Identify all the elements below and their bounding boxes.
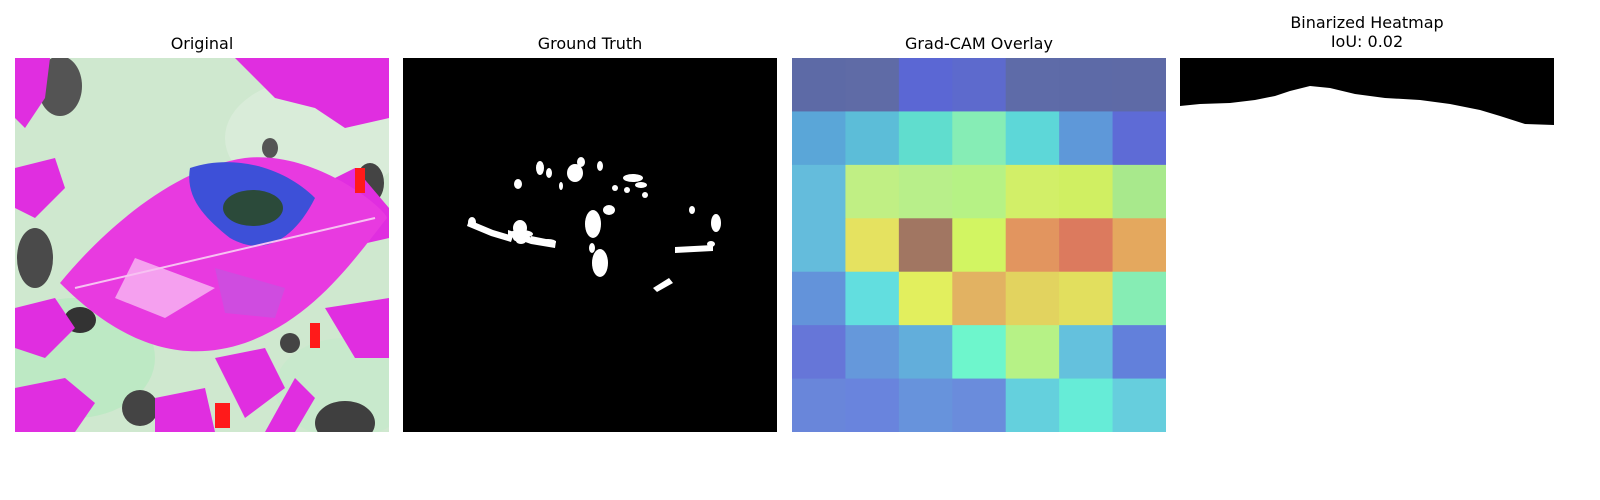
gradcam-cell: [952, 218, 1007, 273]
binarized-title-text: Binarized Heatmap: [1290, 13, 1444, 32]
gradcam-cell: [792, 378, 846, 432]
gradcam-cell: [845, 164, 900, 219]
gradcam-cell: [1005, 271, 1060, 326]
gradcam-cell: [1112, 58, 1166, 112]
gradcam-cell: [1005, 58, 1060, 112]
gradcam-cell: [898, 271, 953, 326]
binarized-heatmap: [1180, 58, 1554, 432]
binarized-heatmap-picture: [1180, 58, 1554, 432]
gradcam-cell: [898, 325, 953, 380]
gradcam-cell: [898, 164, 953, 219]
gradcam-cell: [898, 111, 953, 166]
gradcam-cell: [1005, 218, 1060, 273]
panel-title-original: Original: [170, 34, 234, 53]
gradcam-cell: [952, 325, 1007, 380]
gradcam-cell: [1112, 111, 1166, 166]
gradcam-cell: [1112, 164, 1166, 219]
panel-title-gradcam: Grad-CAM Overlay: [905, 34, 1053, 53]
gradcam-cell: [1005, 164, 1060, 219]
gradcam-cell: [792, 325, 846, 380]
gradcam-overlay: [792, 58, 1166, 432]
gradcam-cell: [1059, 58, 1114, 112]
gradcam-cell: [1112, 378, 1166, 432]
gradcam-cell: [845, 378, 900, 432]
gradcam-cell: [845, 58, 900, 112]
gradcam-cell: [1059, 218, 1114, 273]
gradcam-cell: [898, 58, 953, 112]
gradcam-cell: [1005, 325, 1060, 380]
gradcam-cell: [1059, 325, 1114, 380]
gradcam-heatmap-grid: [792, 58, 1166, 432]
gradcam-cell: [1112, 218, 1166, 273]
gradcam-cell: [1059, 164, 1114, 219]
panel-title-ground-truth: Ground Truth: [537, 34, 643, 53]
gradcam-cell: [845, 325, 900, 380]
gradcam-cell: [1059, 111, 1114, 166]
gradcam-cell: [898, 378, 953, 432]
gradcam-cell: [952, 164, 1007, 219]
gradcam-cell: [1112, 325, 1166, 380]
gradcam-cell: [1059, 271, 1114, 326]
gradcam-cell: [1005, 111, 1060, 166]
gradcam-cell: [952, 271, 1007, 326]
gradcam-cell: [898, 218, 953, 273]
gradcam-cell: [845, 111, 900, 166]
gradcam-cell: [792, 271, 846, 326]
gradcam-cell: [845, 271, 900, 326]
gradcam-cell: [792, 111, 846, 166]
original-leaf-picture: [15, 58, 389, 432]
gradcam-cell: [792, 164, 846, 219]
iou-value: IoU: 0.02: [1330, 32, 1404, 51]
gradcam-cell: [952, 111, 1007, 166]
gradcam-cell: [952, 378, 1007, 432]
gradcam-cell: [792, 58, 846, 112]
gradcam-cell: [1005, 378, 1060, 432]
ground-truth-mask: [403, 58, 777, 432]
original-image: [15, 58, 389, 432]
gradcam-cell: [845, 218, 900, 273]
gradcam-cell: [792, 218, 846, 273]
panel-title-binarized: Binarized Heatmap IoU: 0.02: [1180, 13, 1554, 51]
gradcam-cell: [1059, 378, 1114, 432]
gradcam-cell: [1112, 271, 1166, 326]
ground-truth-mask-picture: [403, 58, 777, 432]
gradcam-cell: [952, 58, 1007, 112]
